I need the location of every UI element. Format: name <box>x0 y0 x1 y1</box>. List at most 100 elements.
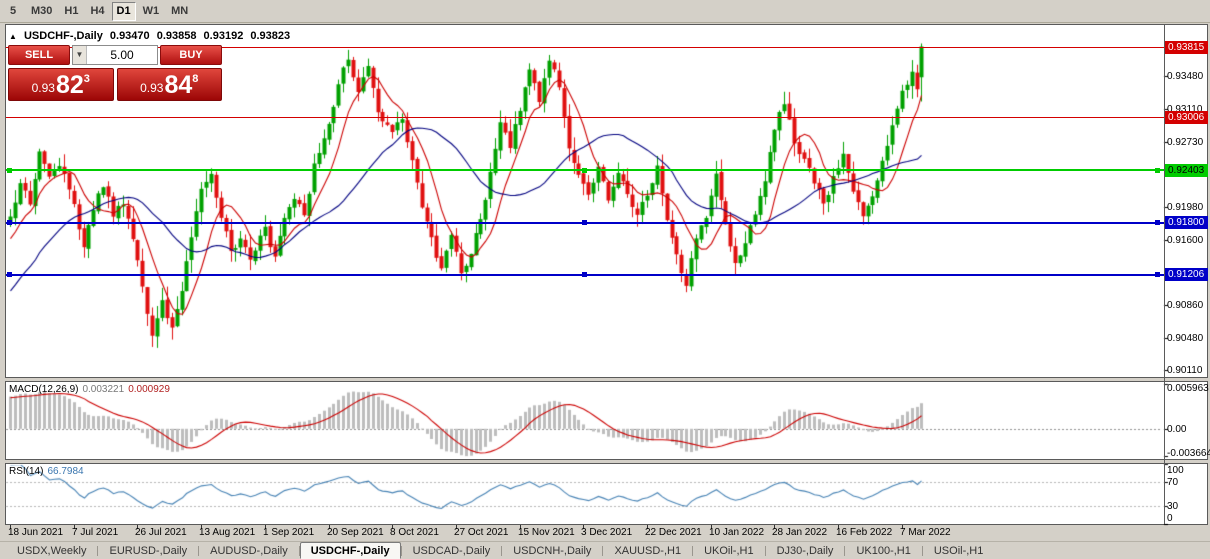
timeframe-toolbar: 5 M30 H1 H4 D1 W1 MN <box>0 0 1210 23</box>
rsi-value: 66.7984 <box>47 466 84 477</box>
price-tick-label: 0.93110 <box>1167 103 1203 115</box>
price-tick-label: 0.91600 <box>1167 235 1204 247</box>
line-handle[interactable] <box>582 272 587 278</box>
chart-symbol-period: USDCHF-,Daily <box>23 30 103 42</box>
one-click-trading-panel: SELL ▼ 5.00 BUY 0.93 82 3 0.93 84 8 <box>8 45 222 101</box>
price-level-badge: 0.92403 <box>1165 163 1208 177</box>
timeframe-mn[interactable]: MN <box>166 2 193 21</box>
line-handle[interactable] <box>7 167 12 173</box>
chart-tab-bar: USDX,Weekly EURUSD-,Daily AUDUSD-,Daily USD… <box>0 541 1210 559</box>
line-handle[interactable] <box>1155 272 1160 278</box>
ohlc-close: 0.93823 <box>250 30 291 42</box>
timeframe-m30[interactable]: M30 <box>26 2 57 21</box>
horizontal-level-line[interactable] <box>6 46 1164 48</box>
timeframe-w1[interactable]: W1 <box>138 2 165 21</box>
indicator-scale-label: -0.003664 <box>1167 448 1210 459</box>
tab-separator <box>921 546 923 556</box>
line-handle[interactable] <box>7 272 12 278</box>
macd-name: MACD(12,26,9) <box>9 384 79 395</box>
buy-button[interactable]: BUY <box>160 45 222 65</box>
indicator-scale-label: 0.00 <box>1167 423 1187 435</box>
timeframe-d1[interactable]: D1 <box>111 1 136 21</box>
line-handle[interactable] <box>7 220 12 226</box>
rsi-label: RSI(14) 66.7984 <box>9 466 88 477</box>
indicator-scale-label: 0 <box>1167 513 1173 524</box>
date-label: 22 Dec 2021 <box>645 527 702 538</box>
tab-separator <box>692 546 694 556</box>
tab-usdcnh-daily[interactable]: USDCNH-,Daily <box>513 545 592 557</box>
timeframe-h1[interactable]: H1 <box>59 2 83 21</box>
date-axis-tick <box>74 525 75 529</box>
indicator-scale-label: 30 <box>1167 501 1179 512</box>
line-handle[interactable] <box>582 220 587 226</box>
date-label: 7 Jul 2021 <box>72 527 119 538</box>
date-label: 18 Jun 2021 <box>8 527 64 538</box>
timeframe-h4[interactable]: H4 <box>85 2 109 21</box>
tab-eurusd-daily[interactable]: EURUSD-,Daily <box>109 545 188 557</box>
sell-button[interactable]: SELL <box>8 45 70 65</box>
buy-price-sup: 8 <box>192 73 199 85</box>
price-level-badge: 0.91800 <box>1165 216 1208 230</box>
macd-main-value: 0.003221 <box>82 384 125 395</box>
tab-audusd-daily[interactable]: AUDUSD-,Daily <box>210 545 288 557</box>
timeframe-5[interactable]: 5 <box>2 2 24 21</box>
indicator-scale-label: 70 <box>1167 477 1179 488</box>
date-axis-tick <box>137 525 138 529</box>
ohlc-open: 0.93470 <box>109 30 150 42</box>
tab-separator <box>501 546 503 556</box>
volume-control[interactable]: ▼ 5.00 <box>72 45 158 65</box>
indicator-scale-label: 100 <box>1167 465 1184 476</box>
tab-xauusd-h1[interactable]: XAUUSD-,H1 <box>614 545 682 557</box>
date-axis-tick <box>520 525 521 529</box>
volume-dropdown-icon[interactable]: ▼ <box>73 46 87 64</box>
price-level-badge: 0.93815 <box>1165 40 1208 54</box>
chart-header: ▲ USDCHF-,Daily 0.93470 0.93858 0.93192 … <box>9 30 294 42</box>
line-handle[interactable] <box>1155 167 1160 173</box>
buy-price-button[interactable]: 0.93 84 8 <box>116 68 222 101</box>
tab-usdchf-daily[interactable]: USDCHF-,Daily <box>299 542 401 559</box>
buy-price-prefix: 0.93 <box>140 81 164 95</box>
date-axis-tick <box>392 525 393 529</box>
one-click-collapse-icon[interactable]: ▲ <box>9 32 17 41</box>
date-label: 28 Jan 2022 <box>772 527 828 538</box>
date-label: 13 Aug 2021 <box>199 527 256 538</box>
date-label: 27 Oct 2021 <box>454 527 509 538</box>
date-label: 3 Dec 2021 <box>581 527 633 538</box>
indicator-scale-label: 0.005963 <box>1167 383 1209 394</box>
volume-value[interactable]: 5.00 <box>110 48 134 62</box>
pane-splitter[interactable] <box>5 459 1208 464</box>
line-handle[interactable] <box>1155 220 1160 226</box>
date-axis-tick <box>711 525 712 529</box>
tab-dj30-daily[interactable]: DJ30-,Daily <box>776 545 834 557</box>
tab-separator <box>198 546 200 556</box>
tab-usoil-h1[interactable]: USOil-,H1 <box>933 545 984 557</box>
tab-usdcad-daily[interactable]: USDCAD-,Daily <box>412 545 491 557</box>
date-label: 20 Sep 2021 <box>327 527 384 538</box>
date-label: 10 Jan 2022 <box>709 527 765 538</box>
rsi-name: RSI(14) <box>9 466 44 477</box>
tab-uk100-h1[interactable]: UK100-,H1 <box>856 545 911 557</box>
pane-splitter[interactable] <box>5 377 1208 382</box>
date-label: 26 Jul 2021 <box>135 527 187 538</box>
price-tick-label: 0.91980 <box>1167 202 1204 214</box>
tab-separator <box>400 546 402 556</box>
date-axis-tick <box>583 525 584 529</box>
tab-usdx-weekly[interactable]: USDX,Weekly <box>17 545 87 557</box>
price-level-badge: 0.93006 <box>1165 111 1208 125</box>
date-axis-tick <box>774 525 775 529</box>
sell-price-prefix: 0.93 <box>31 81 55 95</box>
price-tick-label: 0.90860 <box>1167 299 1204 311</box>
tab-separator <box>602 546 604 556</box>
sell-price-button[interactable]: 0.93 82 3 <box>8 68 114 101</box>
horizontal-level-line[interactable] <box>6 117 1164 119</box>
date-axis-tick <box>201 525 202 529</box>
sell-price-big: 82 <box>55 71 84 99</box>
line-handle[interactable] <box>582 167 587 173</box>
macd-signal-value: 0.000929 <box>128 384 170 395</box>
macd-label: MACD(12,26,9) 0.003221 0.000929 <box>9 384 174 395</box>
date-axis-tick <box>838 525 839 529</box>
tab-separator <box>298 546 300 556</box>
tab-ukoil-h1[interactable]: UKOil-,H1 <box>704 545 754 557</box>
date-label: 16 Feb 2022 <box>836 527 893 538</box>
